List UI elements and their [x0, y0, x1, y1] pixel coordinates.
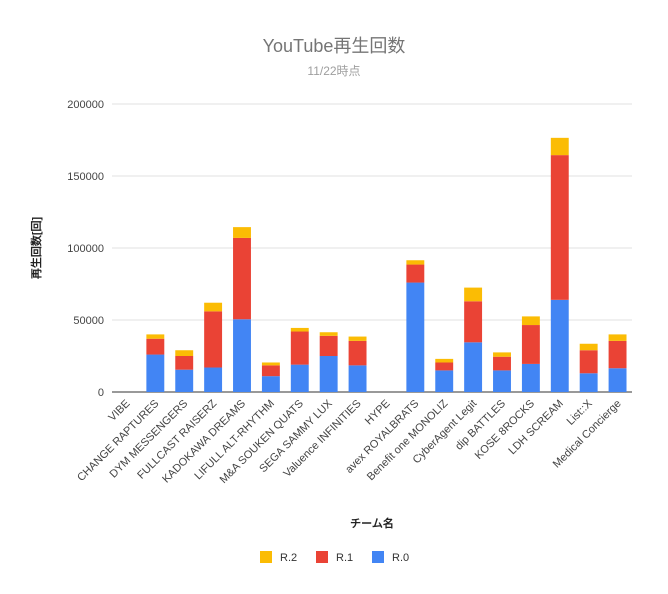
y-tick-label: 150000 — [67, 171, 104, 183]
bar-r2-2 — [175, 350, 194, 356]
bar-r2-13 — [493, 352, 511, 357]
bar-r0-17 — [608, 368, 627, 392]
y-tick-label: 50000 — [73, 315, 104, 327]
bar-r1-6 — [290, 331, 309, 365]
bar-r1-13 — [493, 356, 511, 371]
bar-r0-1 — [146, 354, 165, 392]
y-axis-title: 再生回数[回] — [29, 217, 43, 280]
bar-r2-7 — [319, 332, 338, 336]
bar-r2-17 — [608, 334, 627, 341]
bar-r2-12 — [464, 287, 483, 302]
bar-r1-14 — [521, 325, 540, 364]
bar-r2-3 — [204, 302, 223, 312]
legend-label: R.0 — [392, 552, 409, 564]
bar-r0-10 — [406, 282, 425, 392]
bar-r0-2 — [175, 369, 194, 392]
bar-r0-8 — [348, 365, 367, 392]
bar-r2-8 — [348, 336, 367, 341]
bar-r2-15 — [550, 137, 569, 156]
bar-r1-4 — [233, 237, 251, 320]
bar-r2-5 — [261, 362, 280, 366]
bar-r1-2 — [175, 356, 194, 370]
bar-r1-15 — [550, 155, 569, 300]
bar-r2-4 — [233, 227, 251, 238]
bar-r1-11 — [435, 362, 454, 371]
bar-r0-12 — [464, 342, 483, 392]
bar-r1-5 — [261, 365, 280, 377]
bar-r1-3 — [204, 311, 223, 368]
bar-r1-8 — [348, 340, 367, 366]
bar-r1-1 — [146, 338, 165, 355]
legend-label: R.1 — [336, 552, 353, 564]
legend-swatch — [316, 551, 328, 563]
y-tick-label: 200000 — [67, 99, 104, 111]
bar-r0-13 — [493, 370, 511, 392]
bar-r0-11 — [435, 370, 454, 392]
bar-r0-14 — [521, 363, 540, 392]
bar-r0-16 — [579, 373, 598, 392]
legend: R.2 R.1 R.0 — [260, 551, 409, 564]
chart-subtitle: 11/22時点 — [307, 64, 361, 78]
chart-title: YouTube再生回数 — [262, 36, 406, 56]
y-tick-label: 100000 — [67, 243, 104, 255]
bar-r0-5 — [261, 376, 280, 392]
bar-r2-6 — [290, 327, 309, 332]
gridlines — [112, 103, 632, 393]
bar-r1-12 — [464, 301, 483, 343]
bar-r1-7 — [319, 335, 338, 356]
y-tick-label: 0 — [98, 387, 104, 399]
bar-r2-10 — [406, 260, 425, 265]
bar-r0-15 — [550, 299, 569, 392]
x-axis-title: チーム名 — [350, 516, 394, 530]
bar-r2-14 — [521, 316, 540, 326]
bar-r1-16 — [579, 350, 598, 374]
legend-label: R.2 — [280, 552, 297, 564]
bar-r2-1 — [146, 334, 165, 339]
bar-r2-16 — [579, 343, 598, 351]
bar-r0-4 — [233, 319, 251, 392]
legend-swatch — [260, 551, 272, 563]
bar-r1-10 — [406, 264, 425, 283]
bar-r0-7 — [319, 356, 338, 392]
x-tick-label: VIBE — [106, 398, 132, 424]
bar-r2-11 — [435, 358, 454, 363]
bar-r0-6 — [290, 364, 309, 392]
legend-swatch — [372, 551, 384, 563]
bar-r1-17 — [608, 340, 627, 369]
bar-r0-3 — [204, 367, 223, 392]
bars — [146, 137, 627, 392]
y-axis-ticks: 0 50000 100000 150000 200000 — [67, 99, 104, 399]
